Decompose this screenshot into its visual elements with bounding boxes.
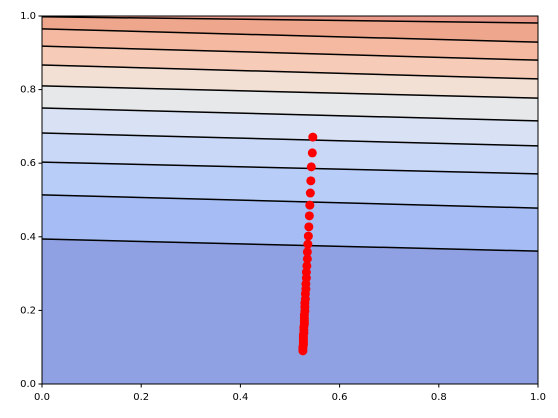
- x-tick-label: 0.2: [133, 392, 149, 403]
- y-tick-label: 0.2: [20, 305, 36, 316]
- plot-area: [42, 16, 538, 384]
- x-tick-label: 0.4: [232, 392, 248, 403]
- axes: 0.0 0.2 0.4 0.6 0.8 1.0 0.0 0.2 0.4 0.6 0.8 1.0: [20, 11, 546, 403]
- y-tick-label: 0.6: [20, 158, 36, 169]
- contour-line: [42, 16, 538, 24]
- contour-line: [42, 132, 538, 147]
- scatter-point: [307, 148, 317, 158]
- contour-line: [42, 64, 538, 80]
- x-tick-label: 0.0: [34, 392, 50, 403]
- scatter-point: [302, 247, 312, 257]
- contour-line: [42, 28, 538, 43]
- contour-line: [42, 45, 538, 61]
- contour-line: [42, 85, 538, 99]
- scatter-point: [303, 231, 313, 241]
- scatter-point: [298, 346, 308, 356]
- scatter-point: [306, 162, 316, 172]
- x-tick-label: 1.0: [530, 392, 546, 403]
- contour-band: [42, 238, 538, 384]
- contour-line: [42, 107, 538, 122]
- contour-line: [42, 238, 538, 252]
- y-tick-label: 0.0: [20, 379, 36, 390]
- x-tick-label: 0.6: [332, 392, 348, 403]
- y-tick-label: 0.4: [20, 232, 36, 243]
- scatter-point: [304, 211, 314, 221]
- y-tick-label: 1.0: [20, 11, 36, 22]
- scatter-point: [305, 188, 315, 198]
- scatter-point: [304, 222, 314, 232]
- scatter-point: [308, 132, 318, 142]
- scatter-point: [303, 239, 313, 249]
- x-tick-label: 0.8: [431, 392, 447, 403]
- axes-frame: [41, 15, 539, 385]
- y-tick-label: 0.8: [20, 85, 36, 96]
- contour-line: [42, 161, 538, 175]
- scatter-point: [306, 176, 316, 186]
- contour-line: [42, 194, 538, 209]
- scatter-point: [305, 200, 315, 210]
- scatter-point: [302, 254, 312, 264]
